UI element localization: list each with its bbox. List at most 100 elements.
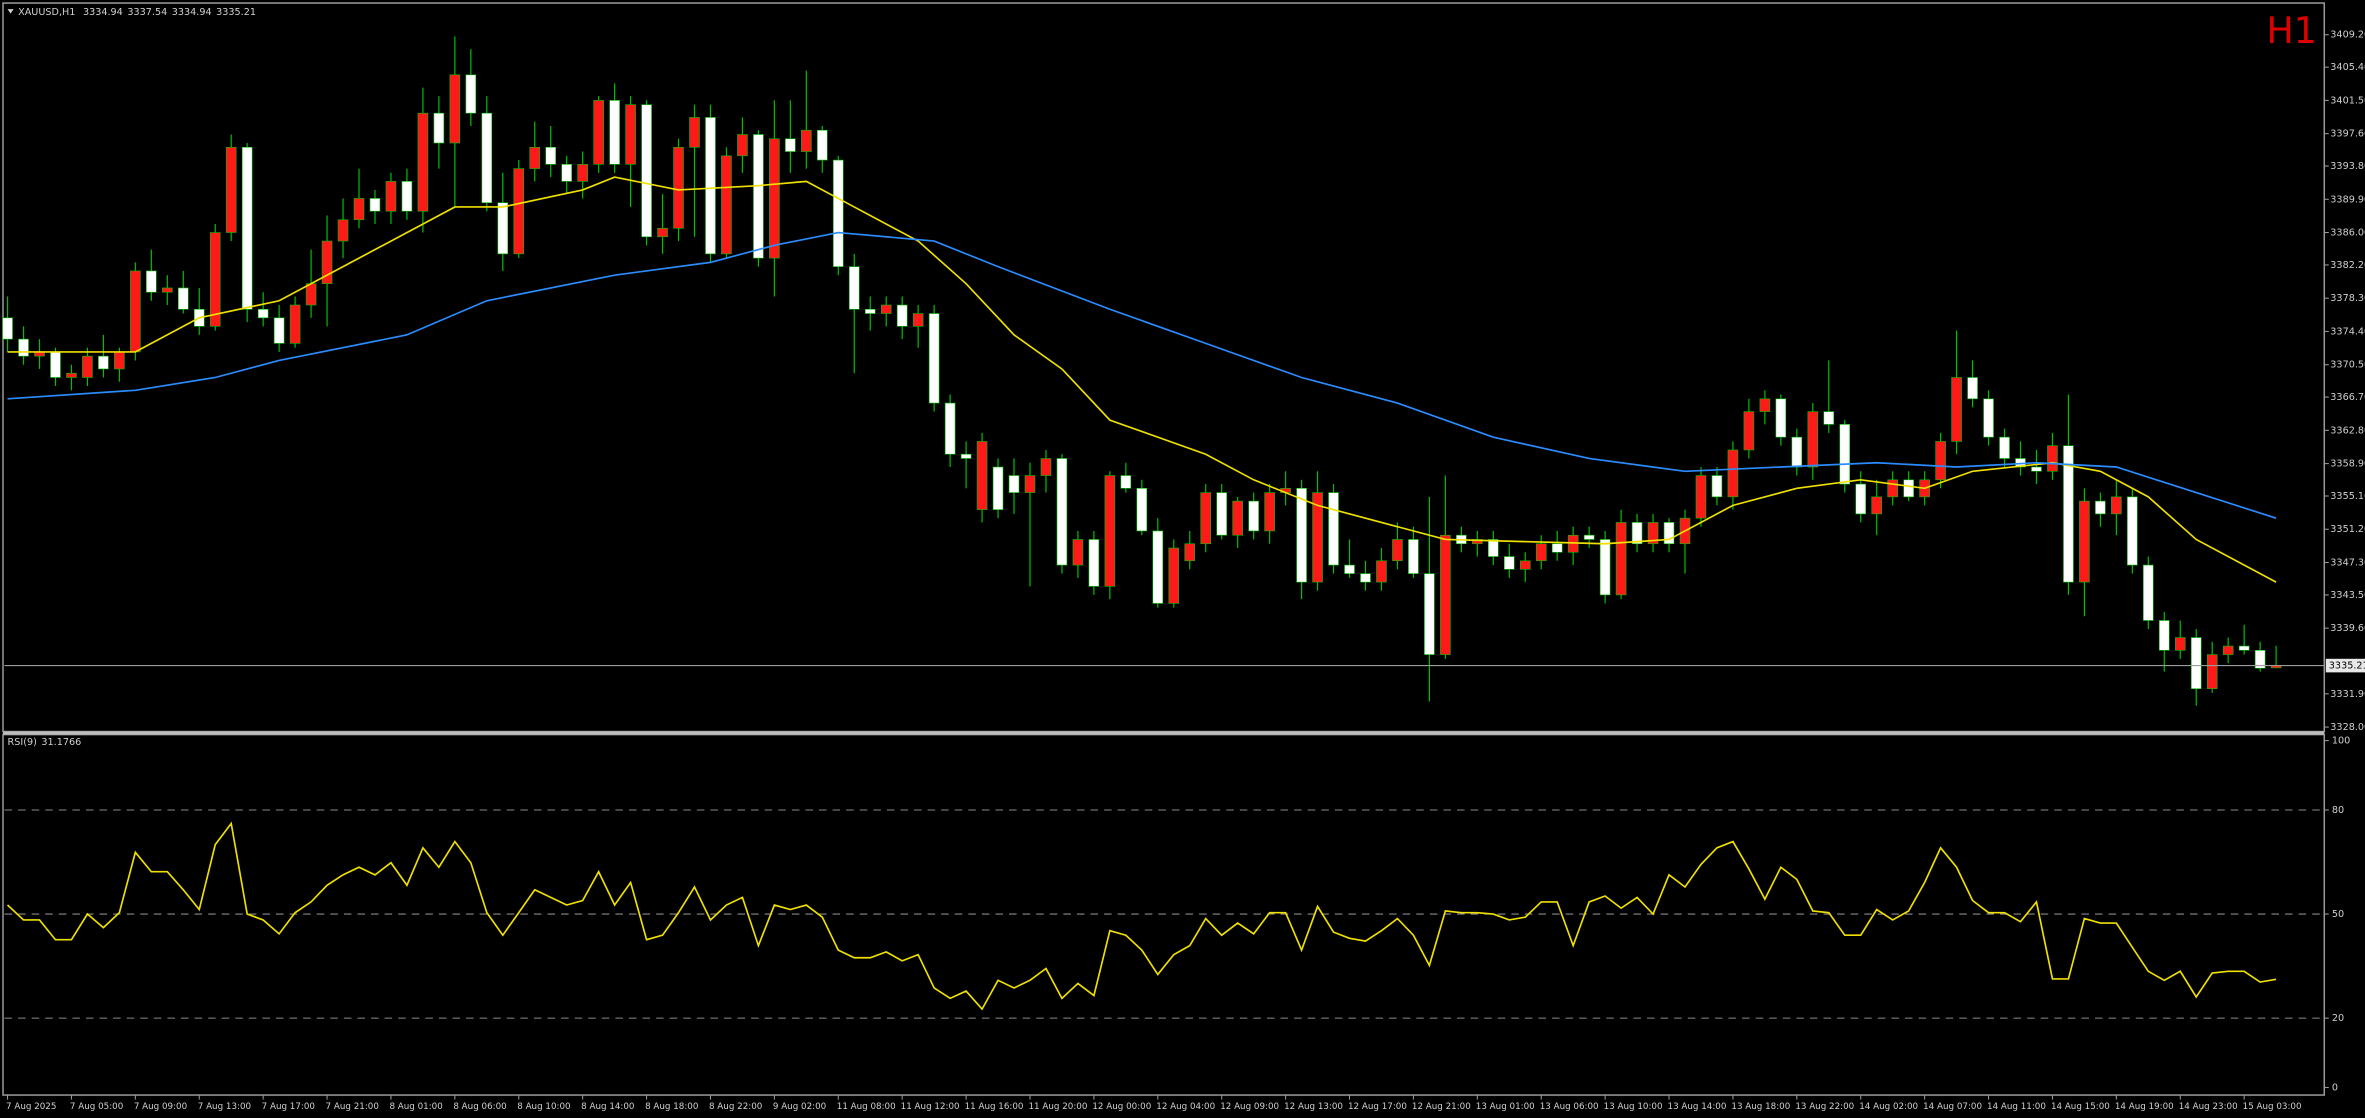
candle-body	[721, 155, 732, 255]
candle-body	[848, 266, 860, 310]
y-tick-label: 3339.60	[2330, 623, 2365, 634]
candle-body	[705, 117, 716, 255]
candle-body	[1136, 488, 1148, 532]
candle-body	[1424, 573, 1435, 655]
y-tick-label: 3393.80	[2330, 161, 2365, 172]
y-tick-label: 3401.50	[2330, 95, 2365, 106]
candle-body	[1743, 411, 1755, 451]
y-tick-label: 3397.60	[2330, 129, 2365, 140]
candle-body	[1503, 556, 1515, 570]
candle-body	[2143, 564, 2154, 621]
candle-body	[66, 372, 77, 378]
candle-body	[1967, 377, 1978, 400]
candle-body	[1296, 488, 1307, 583]
x-tick-label: 7 Aug 21:00	[326, 1102, 379, 1112]
indicator-y-tick-label: 20	[2332, 1013, 2344, 1024]
candle-body	[2063, 445, 2074, 583]
y-tick-label: 3362.80	[2330, 425, 2365, 436]
candle-body	[1488, 539, 1499, 557]
candle-body	[513, 168, 525, 255]
candle-body	[385, 181, 397, 212]
candle-body	[305, 283, 317, 306]
candle-body	[625, 104, 636, 165]
candle-body	[896, 304, 908, 327]
candle-body	[753, 134, 764, 259]
candle-body	[1999, 436, 2010, 459]
x-tick-label: 7 Aug 2025	[6, 1102, 56, 1112]
x-tick-label: 12 Aug 09:00	[1220, 1102, 1279, 1112]
candle-body	[273, 317, 285, 344]
candle-body	[673, 146, 684, 229]
x-tick-label: 13 Aug 06:00	[1540, 1102, 1599, 1112]
candle-body	[2206, 654, 2218, 689]
candle-body	[944, 402, 956, 455]
x-tick-label: 12 Aug 21:00	[1412, 1102, 1471, 1112]
candle-body	[737, 134, 748, 157]
candle-body	[1807, 411, 1819, 468]
candle-body	[2222, 645, 2234, 655]
candle-body	[481, 112, 493, 204]
x-tick-label: 7 Aug 13:00	[198, 1102, 251, 1112]
candle-body	[2174, 637, 2186, 651]
x-tick-label: 7 Aug 09:00	[134, 1102, 187, 1112]
candle-body	[2, 317, 13, 340]
candle-body	[1360, 573, 1371, 583]
x-tick-label: 14 Aug 07:00	[1923, 1102, 1982, 1112]
candle-body	[1903, 479, 1914, 498]
y-tick-label: 3351.20	[2330, 524, 2365, 535]
x-tick-label: 13 Aug 14:00	[1668, 1102, 1727, 1112]
candle-body	[1775, 398, 1787, 438]
candle-body	[1232, 500, 1243, 536]
candle-body	[1935, 441, 1946, 481]
candle-body	[82, 355, 93, 378]
y-tick-label: 3405.40	[2330, 62, 2365, 73]
candle-body	[577, 164, 588, 182]
x-tick-label: 13 Aug 10:00	[1604, 1102, 1663, 1112]
candle-body	[1791, 436, 1803, 468]
candle-body	[433, 112, 445, 144]
candle-body	[1328, 492, 1339, 566]
candle-body	[657, 227, 668, 238]
y-tick-label: 3370.50	[2330, 360, 2365, 371]
symbol: XAUUSD,H1	[18, 7, 75, 18]
candle-body	[1072, 539, 1084, 566]
candle-body	[1647, 522, 1659, 545]
candle-body	[1583, 534, 1595, 540]
candle-body	[1184, 543, 1196, 562]
y-tick-label: 3409.20	[2330, 30, 2365, 41]
x-tick-label: 8 Aug 10:00	[517, 1102, 570, 1112]
candle-body	[18, 338, 29, 357]
indicator-y-tick-label: 50	[2332, 909, 2344, 920]
x-tick-label: 11 Aug 08:00	[837, 1102, 896, 1112]
indicator-y-tick-label: 0	[2332, 1083, 2338, 1094]
open-price: 3334.94	[83, 7, 123, 18]
candle-body	[641, 104, 652, 238]
x-tick-label: 8 Aug 01:00	[389, 1102, 442, 1112]
x-tick-label: 13 Aug 22:00	[1795, 1102, 1854, 1112]
candle-body	[1024, 475, 1036, 493]
candle-body	[1711, 475, 1723, 498]
indicator-header: RSI(9) 31.1766	[8, 737, 82, 748]
y-tick-label: 3355.10	[2330, 491, 2365, 502]
candle-body	[960, 453, 972, 459]
x-tick-label: 8 Aug 22:00	[709, 1102, 762, 1112]
x-tick-label: 14 Aug 02:00	[1859, 1102, 1918, 1112]
candle-body	[1440, 534, 1451, 655]
candle-body	[2111, 496, 2122, 515]
candle-body	[1008, 475, 1020, 493]
candle-body	[1839, 424, 1851, 485]
indicator-y-tick-label: 100	[2332, 736, 2350, 747]
candle-body	[545, 146, 556, 165]
candle-body	[177, 287, 189, 310]
close-price: 3335.21	[216, 7, 256, 18]
candle-body	[1871, 496, 1882, 515]
candle-body	[1695, 475, 1707, 519]
x-tick-label: 15 Aug 03:00	[2243, 1102, 2302, 1112]
y-tick-label: 3358.90	[2330, 459, 2365, 470]
x-tick-label: 11 Aug 16:00	[965, 1102, 1024, 1112]
x-tick-label: 7 Aug 05:00	[70, 1102, 123, 1112]
x-tick-label: 12 Aug 04:00	[1156, 1102, 1215, 1112]
candle-body	[1040, 458, 1052, 476]
candle-body	[289, 304, 301, 344]
